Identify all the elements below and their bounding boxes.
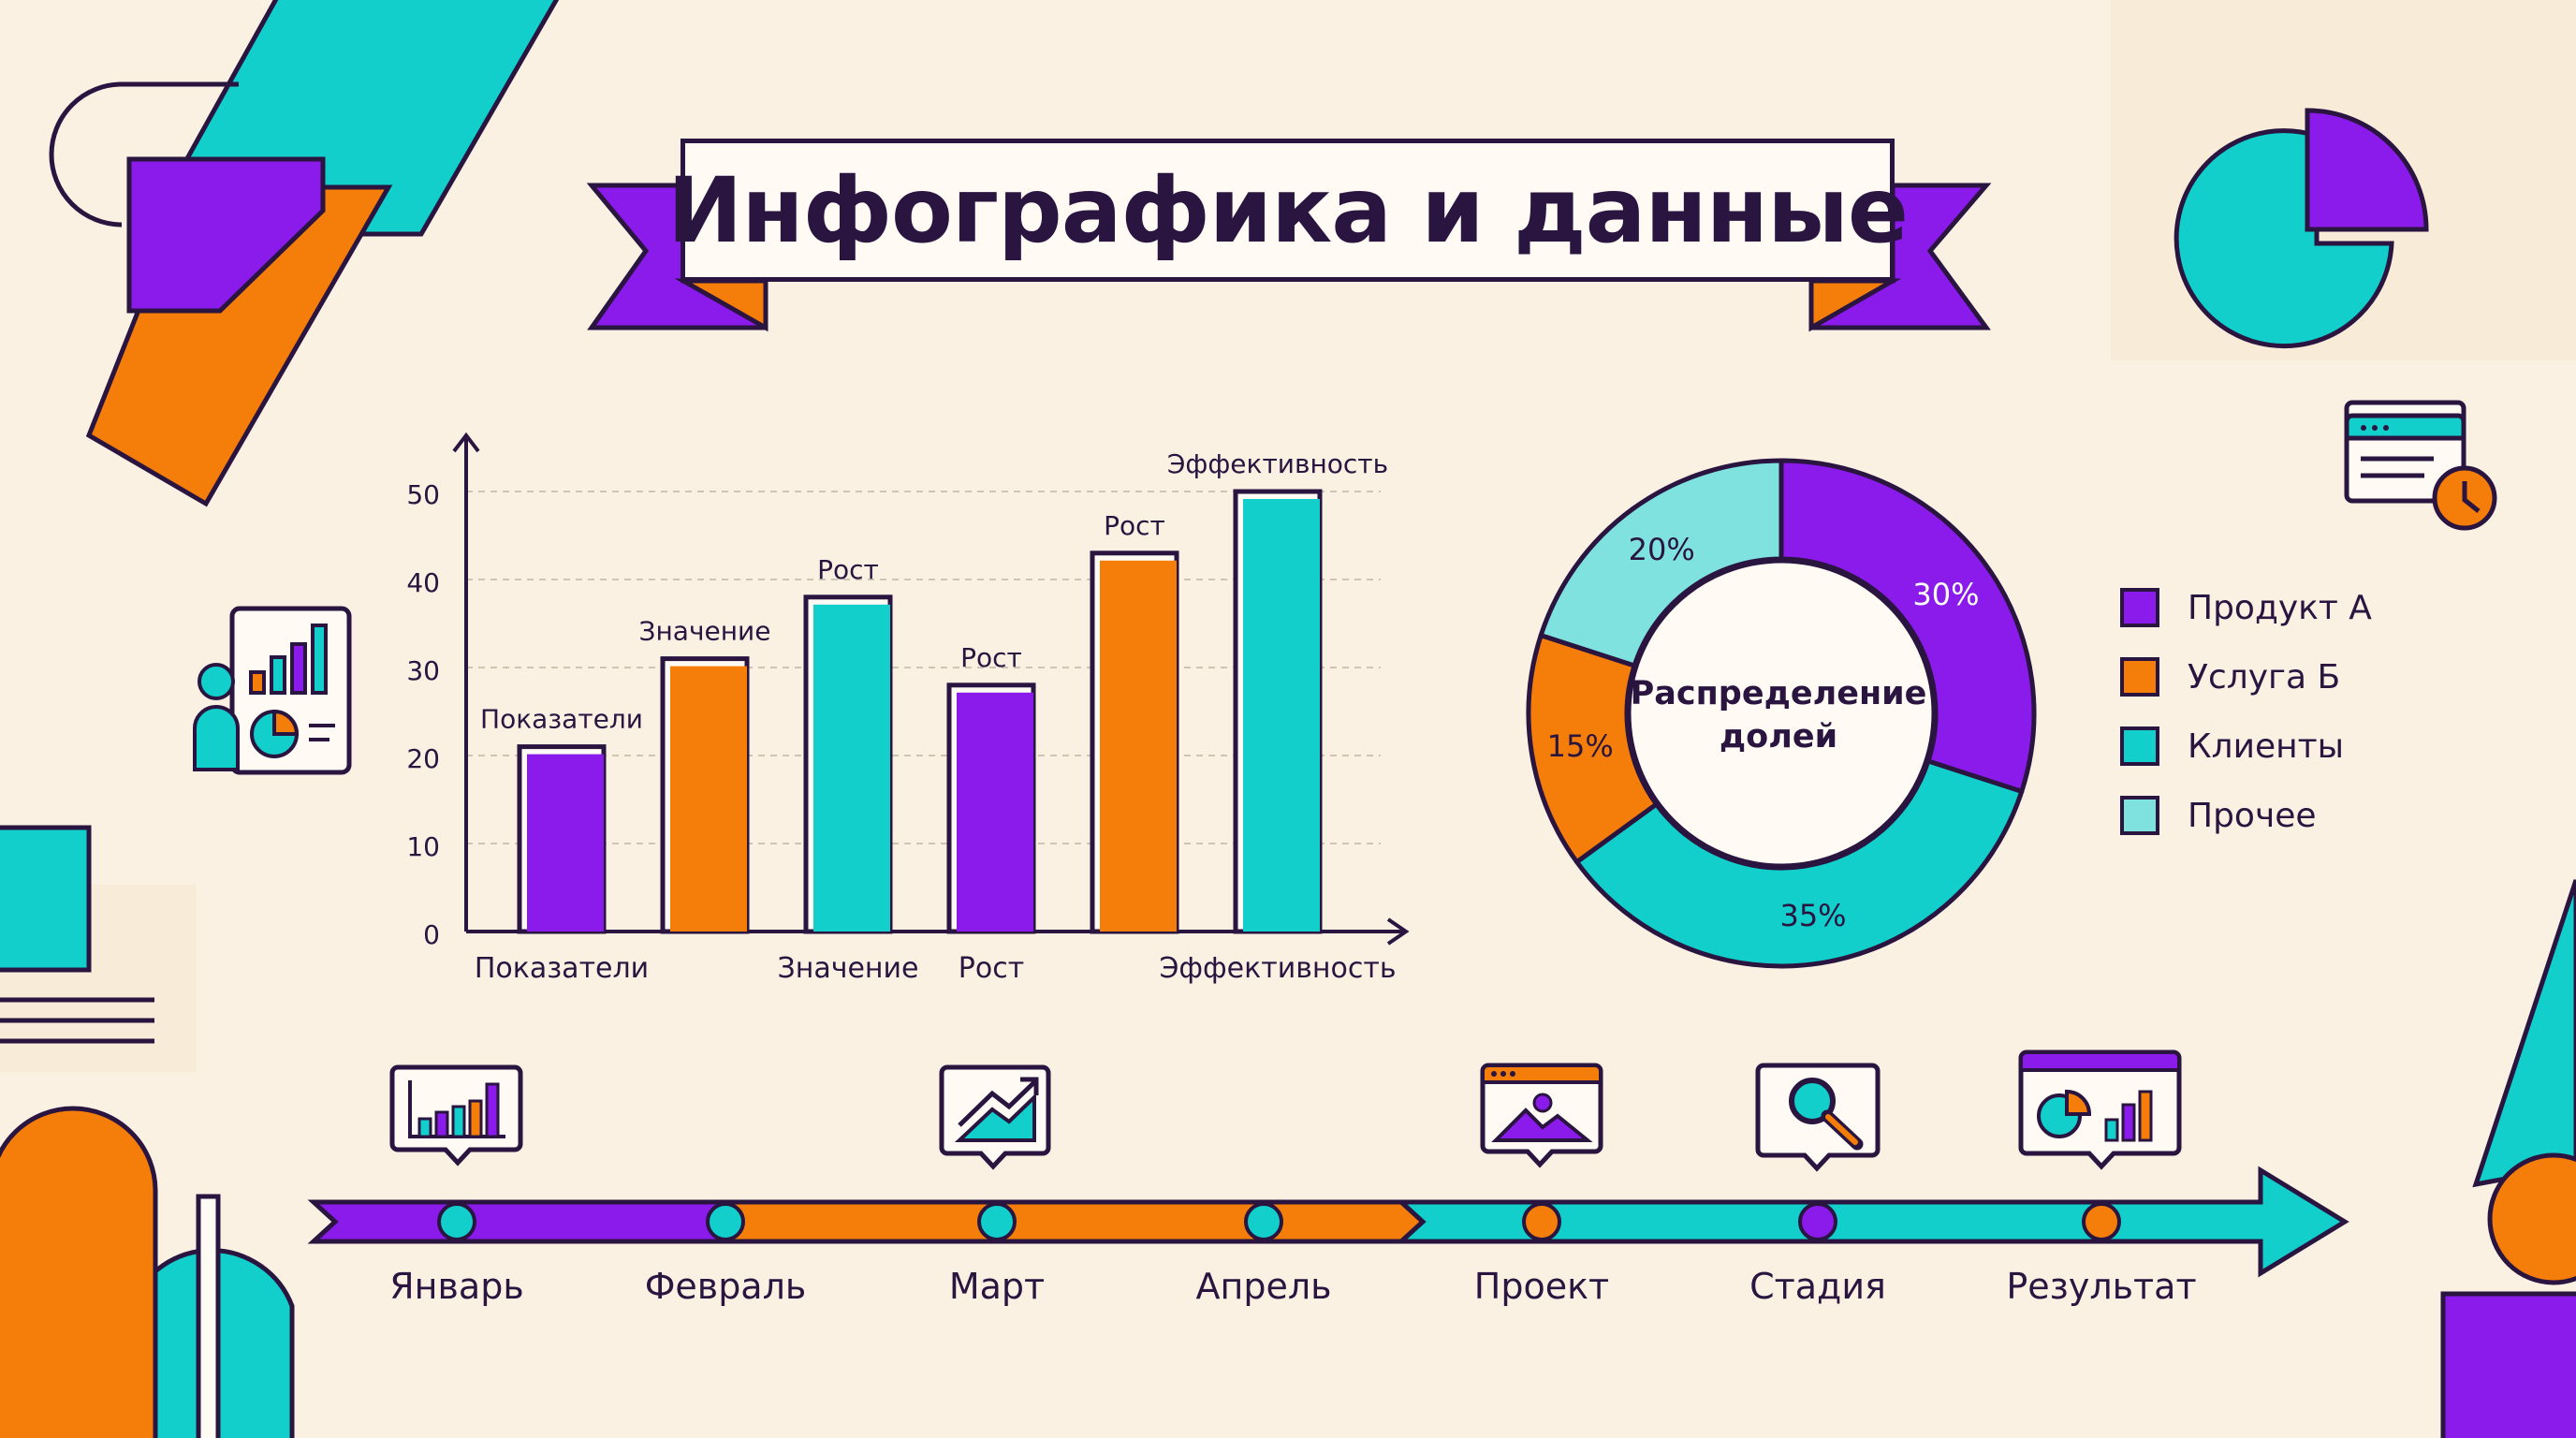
slice-value-label: 15% <box>1547 728 1614 764</box>
donut-center-label: Распределение долей <box>1629 672 1928 758</box>
legend-label: Клиенты <box>2188 726 2345 766</box>
timeline-label-project: Проект <box>1473 1266 1610 1307</box>
page-title: Инфографика и данные <box>667 157 1909 263</box>
x-axis-arrow <box>1386 917 1410 946</box>
legend-item-other: Прочее <box>2120 796 2317 835</box>
timeline-dot <box>1244 1202 1283 1241</box>
timeline-label-result: Результат <box>2006 1266 2197 1307</box>
timeline-dot <box>2082 1202 2121 1241</box>
timeline-dot <box>1798 1202 1837 1241</box>
y-tick-label: 50 <box>406 479 440 510</box>
calendar-clock-icon <box>2344 400 2497 531</box>
slice-value-label: 20% <box>1629 532 1695 567</box>
x-tick-label: Показатели <box>475 952 649 985</box>
timeline-label-march: Март <box>948 1266 1046 1307</box>
bar-label: Значение <box>639 616 771 647</box>
x-tick-label: Значение <box>778 952 919 985</box>
y-axis-arrow <box>452 432 480 453</box>
timeline-label-february: Февраль <box>644 1266 807 1307</box>
legend-swatch <box>2120 657 2159 697</box>
bar-label: Показатели <box>480 704 643 735</box>
bar <box>527 754 604 932</box>
bar-label: Эффективность <box>1167 448 1388 479</box>
timeline-dot <box>437 1202 476 1241</box>
timeline-label-january: Январь <box>389 1266 524 1307</box>
title-ribbon <box>586 183 1992 332</box>
timeline-label-april: Апрель <box>1195 1266 1332 1307</box>
legend-label: Услуга Б <box>2188 657 2341 697</box>
bar-label: Рост <box>1104 510 1165 541</box>
bar-chart-icon <box>389 1064 523 1167</box>
title-banner: Инфографика и данные <box>667 139 1909 282</box>
pie-chart-icon <box>2174 108 2429 349</box>
bar <box>670 666 747 932</box>
timeline-label-stage: Стадия <box>1749 1266 1886 1307</box>
donut-center-line-1: Распределение <box>1630 675 1927 712</box>
y-tick-label: 10 <box>406 831 440 862</box>
image-window-icon <box>1480 1063 1603 1168</box>
timeline-arrow <box>307 1166 2349 1278</box>
legend-swatch <box>2120 588 2159 627</box>
donut-hole <box>1626 558 1937 869</box>
y-tick-label: 30 <box>406 655 440 686</box>
legend-label: Прочее <box>2188 796 2317 835</box>
presenter-icon <box>193 606 352 775</box>
trend-chart-icon <box>939 1064 1051 1170</box>
y-tick-label: 0 <box>423 919 440 950</box>
dashboard-icon <box>2018 1049 2182 1170</box>
bar <box>957 692 1033 932</box>
bar <box>813 604 890 932</box>
decor-top-left <box>49 0 560 507</box>
bar-label: Рост <box>960 642 1022 673</box>
legend-item-product-a: Продукт А <box>2120 588 2372 627</box>
decor-left <box>0 825 197 1072</box>
slice-value-label: 35% <box>1779 898 1846 933</box>
magnifier-icon <box>1755 1063 1881 1172</box>
slice-value-label: 30% <box>1912 577 1979 612</box>
legend-swatch <box>2120 726 2159 766</box>
timeline-dot <box>1522 1202 1561 1241</box>
bar-label: Рост <box>817 554 879 585</box>
bar <box>1243 499 1320 932</box>
timeline-dot <box>706 1202 745 1241</box>
x-tick-label: Рост <box>959 952 1024 985</box>
y-tick-label: 20 <box>406 743 440 774</box>
donut-center-line-2: долей <box>1719 718 1838 756</box>
legend-swatch <box>2120 796 2159 835</box>
legend-item-service-b: Услуга Б <box>2120 657 2340 697</box>
legend-label: Продукт А <box>2188 588 2372 627</box>
decor-bottom-left <box>0 1106 295 1438</box>
timeline-dot <box>977 1202 1017 1241</box>
bar <box>1100 560 1177 932</box>
x-tick-label: Эффективность <box>1159 952 1396 985</box>
legend-item-clients: Клиенты <box>2120 726 2344 766</box>
y-tick-label: 40 <box>406 567 440 598</box>
